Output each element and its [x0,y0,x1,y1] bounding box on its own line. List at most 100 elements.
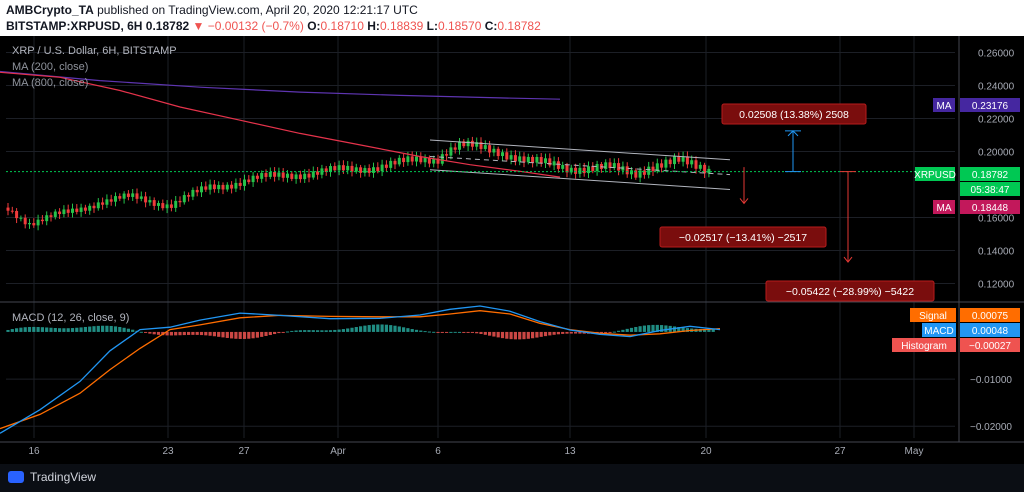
low-value: 0.18570 [438,19,482,33]
candle-body [139,196,143,199]
histogram-bar [509,331,513,340]
histogram-bar [96,325,100,332]
histogram-bar [307,330,311,332]
candle-body [126,193,130,197]
candle-body [71,208,74,213]
x-tick-label: 27 [834,446,846,457]
candle-body [647,166,651,175]
histogram-bar [531,331,535,339]
histogram-bar [561,331,565,334]
candle-body [642,170,646,175]
price-label-tag [933,200,955,214]
footer: TradingView [0,464,1024,492]
chart-title: XRP / U.S. Dollar, 6H, BITSTAMP [12,45,177,57]
publisher-name[interactable]: AMBCrypto_TA [6,3,94,17]
candle-body [187,195,191,197]
price-label-value-bg [960,167,1020,181]
candle-body [62,209,66,215]
histogram-bar [548,331,552,336]
histogram-bar [195,331,199,335]
high-label: H: [367,19,380,33]
measure-label: −0.02517 (−13.41%) −2517 [679,232,807,244]
candle-body [384,164,388,168]
histogram-bar [311,330,315,332]
histogram-bar [397,326,401,332]
price-label-value: 0.23176 [972,101,1009,112]
candle-body [217,184,221,190]
macd-label-tag [892,338,956,352]
macd-label-name: MACD [924,326,953,337]
histogram-bar [45,327,49,332]
candle-body [178,200,182,203]
candle-body [88,205,92,211]
histogram-bar [337,329,341,332]
candle-body [458,141,461,150]
axes: 16 23 27 Apr 6 13 20 27 May 0.26000 0.24000 0.22000… [0,36,1024,457]
histogram-bar [410,329,414,332]
histogram-bar [281,331,285,333]
candle-body [251,175,255,183]
histogram-bar [376,324,380,332]
histogram-bar [389,325,393,332]
tradingview-logo[interactable]: TradingView [8,470,96,484]
y-tick-label: 0.20000 [978,148,1015,159]
candle-body [208,184,212,190]
candle-body [204,186,208,190]
candle-body [587,166,590,174]
histogram-bar [88,326,92,332]
candle-body [114,196,117,202]
chart-header: AMBCrypto_TA published on TradingView.co… [0,0,1024,36]
candle-body [58,211,62,215]
candle-body [410,156,414,162]
candle-body [475,142,479,147]
price-label-value-bg [960,98,1020,112]
histogram-bar [53,327,57,332]
candle-body [655,163,659,172]
indicator-lines [0,70,955,190]
candle-body [234,182,238,189]
histogram-bar [475,331,479,334]
histogram-bar [27,326,32,332]
candle-body [402,157,406,163]
histogram-bar [101,325,105,332]
candle-body [380,164,384,172]
candle-body [406,156,410,163]
candle-body [685,156,689,165]
candle-body [604,162,608,169]
histogram-bar [109,325,113,332]
histogram-bar [556,331,560,335]
legend-entry: MA (800, close) [12,77,88,89]
histogram-bar [432,331,436,333]
histogram-bar [268,331,272,336]
candle-body [105,199,109,205]
x-tick-label: 16 [28,446,40,457]
arrow-up-icon [787,130,799,137]
channel-upper-line [429,139,731,161]
histogram-bar [569,331,573,334]
histogram-bar [634,326,638,332]
histogram-bar [707,328,711,332]
candle-body [668,159,672,165]
histogram-bar [212,331,216,337]
histogram-bar [23,327,27,332]
candle-body [148,200,152,203]
macd-pane: MACD (12, 26, close, 9) Signal 0.00075 MACD… [0,305,1020,434]
histogram-bar [105,325,109,332]
histogram-bar [58,328,62,332]
candle-body [694,160,698,169]
histogram-bar [6,329,10,332]
price-chart[interactable]: MACD (12, 26, close, 9) Signal 0.00075 MACD… [0,36,1024,464]
candle-body [260,173,264,179]
candle-body [6,207,10,211]
histogram-bar [354,327,358,332]
histogram-bar [238,331,242,339]
histogram-bar [328,330,333,332]
x-tick-label: 27 [238,446,250,457]
candle-body [673,156,676,165]
histogram-bar [174,331,178,336]
candle-body [509,155,513,160]
candle-body [608,162,612,169]
candle-body [135,193,139,199]
candle-body [664,159,668,168]
histogram-bar [367,325,371,332]
